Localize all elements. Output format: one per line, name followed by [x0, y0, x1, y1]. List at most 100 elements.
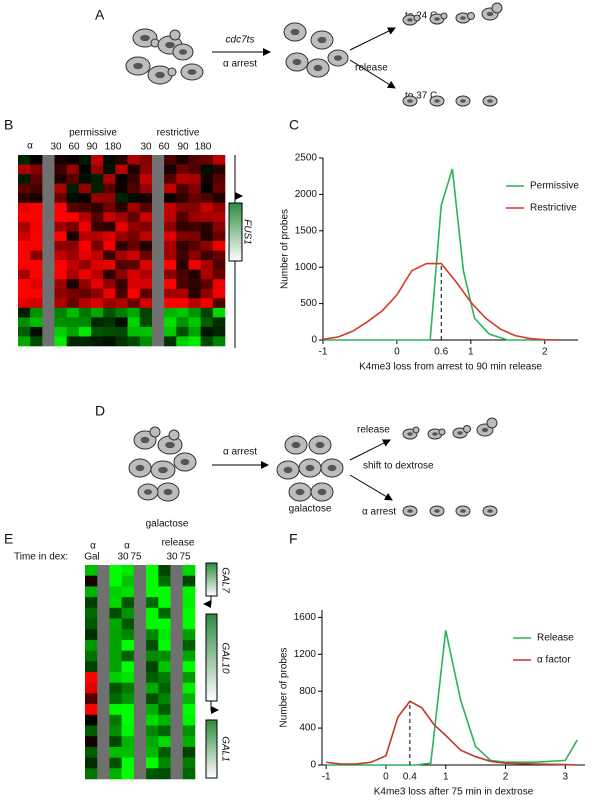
y-tick-label: 500	[300, 298, 317, 309]
heatmap-cell	[54, 231, 68, 242]
heatmap-cell	[139, 307, 153, 318]
heatmap-cell	[66, 260, 80, 270]
y-tick-label: 800	[299, 686, 316, 697]
layout	[203, 27, 396, 779]
heatmap-cell	[30, 307, 43, 318]
heatmap-cell	[182, 736, 196, 748]
heatmap-cell	[78, 231, 92, 242]
heatmap-cell	[164, 221, 177, 232]
heatmap-cell	[212, 279, 226, 289]
heatmap-cell	[170, 725, 184, 737]
heatmap-cell	[91, 183, 104, 194]
heatmap-cell	[66, 212, 80, 223]
y-tick-label: 1200	[294, 649, 317, 660]
heatmap-cell	[158, 725, 171, 737]
heatmap-cell	[133, 672, 147, 683]
gene-box	[205, 562, 218, 597]
heatmap-cell	[66, 269, 80, 280]
label: α arrest	[362, 507, 396, 518]
heatmap-cell	[18, 336, 31, 347]
gene-box	[205, 613, 218, 702]
label: restrictive	[157, 128, 200, 139]
heatmap-cell	[91, 174, 104, 184]
heatmap-cell	[188, 212, 201, 223]
heatmap-cell	[85, 693, 98, 705]
heatmap-cell	[170, 565, 184, 576]
heatmap-cell	[115, 307, 128, 318]
heatmap-cell	[109, 607, 122, 619]
heatmap-cell	[78, 336, 92, 347]
heatmap-cell	[133, 757, 147, 769]
bud	[167, 67, 177, 77]
bud	[149, 426, 161, 438]
heatmap-cell	[200, 336, 214, 347]
heatmap-cell	[97, 629, 110, 641]
heatmap-cell	[115, 288, 128, 299]
heatmap-cell	[97, 661, 110, 673]
heatmap-cell	[66, 250, 80, 261]
heatmap-cell	[66, 164, 80, 175]
heatmap-cell	[115, 317, 128, 328]
heatmap-cell	[91, 260, 104, 270]
nucleus	[407, 509, 413, 513]
heatmap-cell	[188, 298, 201, 309]
heatmap-cell	[182, 575, 196, 587]
heatmap-cell	[188, 240, 201, 251]
heatmap-cell	[18, 307, 31, 318]
heatmap-cell	[42, 317, 55, 328]
heatmap-cell	[139, 336, 153, 347]
heatmap-cell	[127, 250, 141, 261]
heatmap-cell	[66, 221, 80, 232]
nucleus	[434, 509, 440, 513]
nucleus	[460, 16, 466, 20]
heatmap-cell	[146, 650, 159, 662]
heatmap-cell	[78, 269, 92, 280]
heatmap-cell	[151, 202, 165, 213]
heatmap-cell	[212, 326, 226, 337]
heatmap-cell	[146, 639, 159, 651]
series-line	[322, 262, 560, 341]
heatmap-cell	[91, 221, 104, 232]
heatmap-cell	[158, 618, 171, 630]
nucleus	[133, 62, 143, 70]
heatmap-cell	[182, 768, 196, 780]
heatmap-cell	[212, 212, 226, 223]
heatmap-cell	[42, 260, 55, 270]
heatmap-cell	[109, 661, 122, 673]
heatmap-cell	[54, 202, 68, 213]
heatmap-cell	[91, 326, 104, 337]
heatmap-cell	[164, 260, 177, 270]
nucleus	[140, 436, 150, 444]
heatmap-cell	[91, 240, 104, 251]
heatmap-cell	[91, 155, 104, 165]
heatmap-cell	[151, 269, 165, 280]
heatmap-cell	[158, 597, 171, 609]
heatmap-cell	[121, 757, 135, 769]
heatmap-cell	[212, 183, 226, 194]
nucleus	[434, 17, 440, 21]
nucleus	[334, 55, 342, 61]
time-label: 30	[140, 142, 152, 153]
heatmap-cell	[103, 279, 116, 289]
heatmap-cell	[115, 336, 128, 347]
heatmap-cell	[85, 704, 98, 716]
nucleus	[180, 458, 190, 466]
heatmap-cell	[133, 704, 147, 716]
marker-label: 0.6	[434, 347, 448, 358]
nucleus	[158, 466, 168, 474]
heatmap-cell	[78, 250, 92, 261]
heatmap-cell	[54, 307, 68, 318]
heatmap-cell	[109, 650, 122, 662]
heatmap-cell	[42, 288, 55, 299]
bud	[168, 429, 180, 441]
heatmap-cell	[54, 288, 68, 299]
arrow	[349, 474, 393, 501]
heatmap-cell	[164, 326, 177, 337]
heatmap-cell	[109, 725, 122, 737]
heatmap-cell	[121, 597, 135, 609]
heatmap-cell	[200, 307, 214, 318]
heatmap-cell	[127, 183, 141, 194]
heatmap-cell	[66, 174, 80, 184]
heatmap-cell	[158, 661, 171, 673]
heatmap-cell	[85, 586, 98, 598]
